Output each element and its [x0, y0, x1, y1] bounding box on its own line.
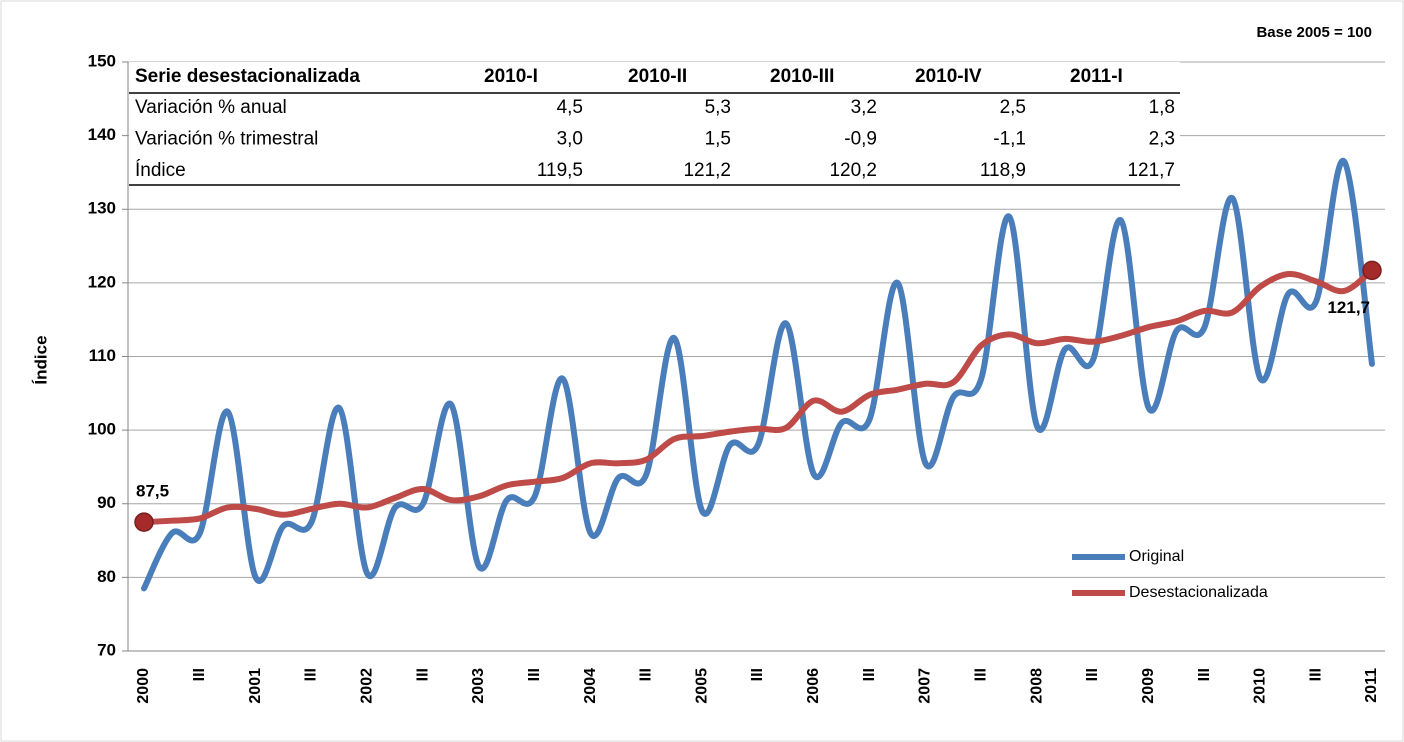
x-tick-label: III	[861, 668, 878, 681]
table-cell: 2,3	[1149, 129, 1175, 150]
x-tick-label: 2003	[470, 668, 487, 704]
x-tick-label: 2005	[693, 668, 710, 704]
table-cell: 2,5	[1000, 97, 1026, 118]
y-tick-label: 110	[89, 346, 116, 365]
x-tick-label: 2000	[135, 668, 152, 704]
x-tick-label: 2008	[1028, 668, 1045, 704]
table-cell: 120,2	[829, 160, 877, 181]
table-cell: 121,2	[683, 160, 731, 181]
table-cell: 3,2	[851, 97, 877, 118]
x-tick-label: 2010	[1252, 668, 1269, 704]
x-tick-label: III	[972, 668, 989, 681]
y-axis-label: Índice	[31, 335, 50, 384]
table-cell: 119,5	[537, 160, 583, 181]
table-cell: Variación % anual	[135, 97, 287, 118]
table-cell: 118,9	[980, 160, 1026, 181]
table-cell: Índice	[135, 160, 186, 181]
table-cell: 3,0	[557, 129, 583, 150]
data-label: 121,7	[1327, 298, 1370, 317]
table-header: Serie desestacionalizada	[135, 66, 360, 87]
table-bg	[129, 62, 1180, 185]
x-tick-label: III	[1307, 668, 1324, 681]
table-cell: Variación % trimestral	[135, 129, 318, 150]
y-tick-label: 80	[97, 567, 116, 586]
table-cell: 5,3	[705, 97, 731, 118]
table-header: 2010-IV	[915, 66, 982, 87]
table-cell: 1,5	[705, 129, 731, 150]
y-tick-label: 100	[88, 420, 116, 439]
table-cell: 4,5	[557, 97, 583, 118]
y-tick-label: 70	[97, 640, 116, 659]
x-tick-label: 2004	[582, 668, 599, 704]
y-tick-label: 130	[88, 199, 116, 218]
table-cell: 1,8	[1149, 97, 1175, 118]
point-marker	[1362, 260, 1382, 281]
legend-label: Desestacionalizada	[1129, 584, 1268, 601]
x-tick-label: III	[414, 668, 431, 681]
x-tick-label: 2002	[358, 668, 375, 704]
table-header: 2010-II	[628, 66, 687, 87]
x-tick-label: III	[638, 668, 655, 681]
x-tick-label: III	[526, 668, 543, 681]
x-tick-label: 2011	[1363, 668, 1380, 703]
table: Serie desestacionalizada 2010-I 2010-II 201…	[129, 62, 1180, 186]
table-cell: 121,7	[1127, 160, 1175, 181]
y-tick-label: 150	[88, 51, 116, 70]
y-tick-label: 140	[88, 125, 116, 144]
x-tick-label: III	[1084, 668, 1101, 681]
x-tick-label: 2009	[1140, 668, 1157, 704]
series-line	[141, 267, 1375, 526]
x-tick-label: III	[749, 668, 766, 681]
legend-label: Original	[1129, 548, 1184, 565]
note: Base 2005 = 100	[1256, 24, 1372, 41]
x-tick-label: 2006	[805, 668, 822, 704]
series-line	[141, 158, 1375, 592]
table-header: 2010-I	[484, 66, 538, 87]
table-cell: -1,1	[993, 129, 1026, 150]
table-cell: -0,9	[844, 129, 877, 150]
y-tick-label: 120	[88, 272, 116, 291]
point-marker	[134, 512, 154, 532]
table-header: 2011-I	[1070, 66, 1123, 87]
y-tick-label: 90	[97, 493, 116, 512]
x-tick-label: III	[191, 668, 208, 681]
table-header: 2010-III	[770, 66, 834, 87]
data-label: 87,5	[136, 482, 169, 501]
lines	[134, 158, 1382, 592]
x-tick-label: III	[303, 668, 320, 681]
x-tick-label: 2001	[247, 668, 264, 704]
x-tick-label: 2007	[917, 668, 934, 704]
x-tick-label: III	[1196, 668, 1213, 681]
